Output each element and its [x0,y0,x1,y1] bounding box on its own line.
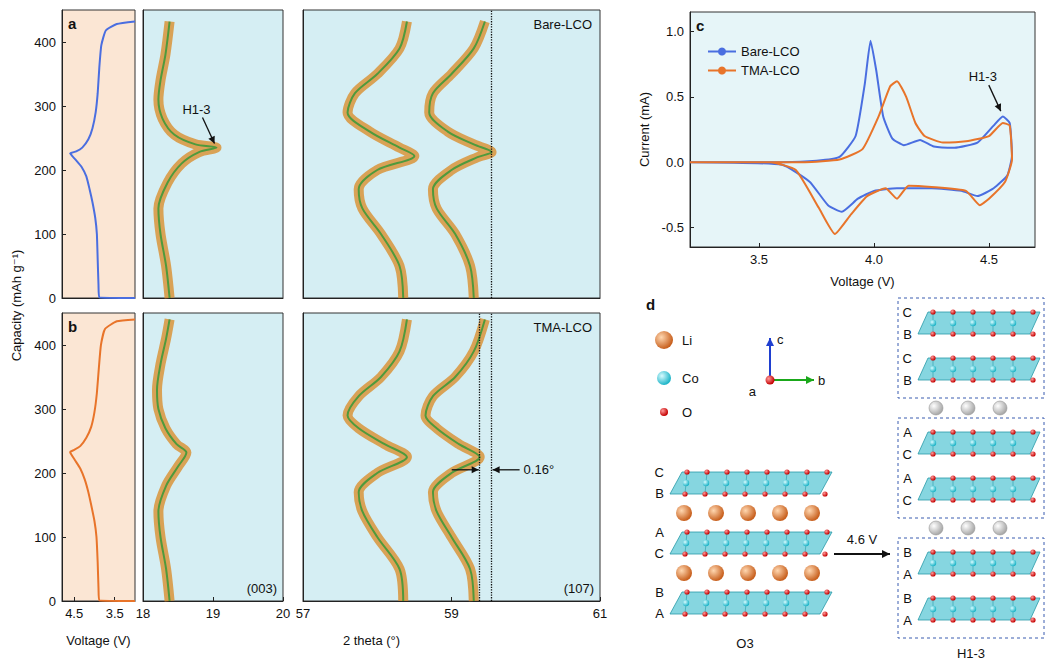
svg-text:61: 61 [593,606,607,621]
svg-text:(003): (003) [247,581,277,596]
svg-text:0.16°: 0.16° [524,462,555,477]
svg-text:B: B [903,373,912,388]
svg-text:a: a [68,15,77,32]
svg-text:Co: Co [682,371,699,386]
svg-text:C: C [903,493,912,508]
svg-text:4.5: 4.5 [65,606,83,621]
svg-text:a: a [749,384,757,399]
svg-text:A: A [903,567,912,582]
svg-text:Li: Li [682,333,692,348]
svg-text:B: B [655,585,664,600]
svg-text:A: A [655,606,664,621]
svg-text:Bare-LCO: Bare-LCO [533,17,592,32]
svg-text:TMA-LCO: TMA-LCO [741,63,800,78]
svg-text:H1-3: H1-3 [969,69,997,84]
svg-text:20: 20 [276,606,290,621]
svg-text:A: A [655,525,664,540]
svg-text:3.5: 3.5 [106,606,124,621]
svg-text:A: A [903,471,912,486]
svg-text:B: B [903,545,912,560]
svg-text:0.5: 0.5 [666,89,684,104]
svg-text:d: d [646,296,655,313]
svg-text:0: 0 [49,594,56,609]
svg-text:C: C [903,305,912,320]
svg-text:100: 100 [34,227,56,242]
svg-text:Bare-LCO: Bare-LCO [741,44,800,59]
svg-text:H1-3: H1-3 [957,646,985,661]
svg-text:4.0: 4.0 [865,252,883,267]
svg-text:c: c [777,332,784,347]
svg-text:3.5: 3.5 [750,252,768,267]
svg-text:0: 0 [49,291,56,306]
svg-text:C: C [903,351,912,366]
svg-text:-0.5: -0.5 [662,220,684,235]
svg-text:1.0: 1.0 [666,24,684,39]
svg-text:A: A [903,613,912,628]
svg-text:4.6 V: 4.6 V [847,532,878,547]
svg-text:C: C [655,465,664,480]
svg-text:400: 400 [34,338,56,353]
svg-text:Current (mA): Current (mA) [637,92,652,167]
svg-text:b: b [818,373,825,388]
svg-text:TMA-LCO: TMA-LCO [534,320,593,335]
svg-text:300: 300 [34,99,56,114]
svg-text:200: 200 [34,466,56,481]
svg-text:0.0: 0.0 [666,155,684,170]
svg-text:H1-3: H1-3 [182,102,210,117]
svg-text:B: B [903,327,912,342]
svg-text:59: 59 [444,606,458,621]
svg-text:4.5: 4.5 [980,252,998,267]
svg-text:(107): (107) [564,581,594,596]
svg-text:100: 100 [34,530,56,545]
svg-text:400: 400 [34,35,56,50]
svg-text:O3: O3 [736,636,753,651]
svg-text:C: C [903,447,912,462]
svg-text:B: B [655,486,664,501]
svg-text:c: c [696,17,704,34]
svg-text:200: 200 [34,163,56,178]
svg-text:B: B [903,591,912,606]
svg-text:Voltage (V): Voltage (V) [830,274,894,289]
svg-text:300: 300 [34,402,56,417]
svg-text:b: b [68,318,77,335]
svg-text:57: 57 [296,606,310,621]
svg-text:18: 18 [136,606,150,621]
svg-text:19: 19 [206,606,220,621]
svg-text:A: A [903,425,912,440]
svg-text:2 theta (°): 2 theta (°) [343,633,400,648]
svg-text:C: C [655,546,664,561]
svg-text:O: O [682,405,692,420]
svg-text:Voltage (V): Voltage (V) [66,633,130,648]
svg-text:Capacity (mAh g⁻¹): Capacity (mAh g⁻¹) [9,250,24,362]
